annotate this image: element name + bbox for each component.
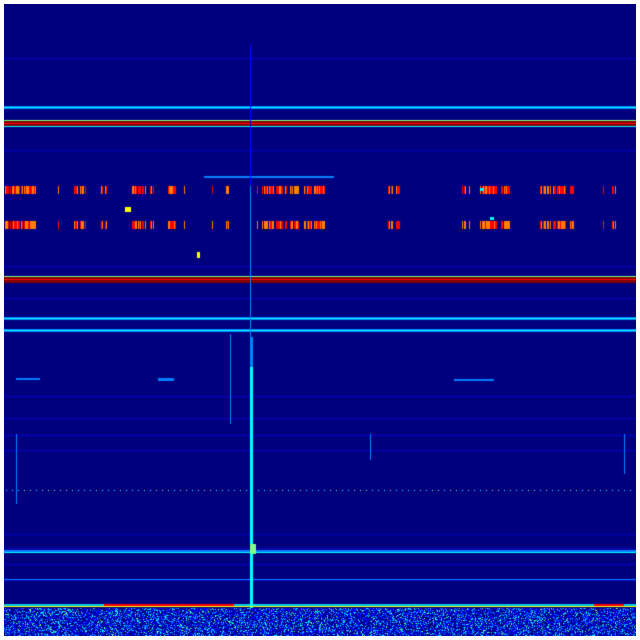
waterfall-spectrogram xyxy=(4,4,636,636)
waterfall-canvas xyxy=(4,4,636,636)
